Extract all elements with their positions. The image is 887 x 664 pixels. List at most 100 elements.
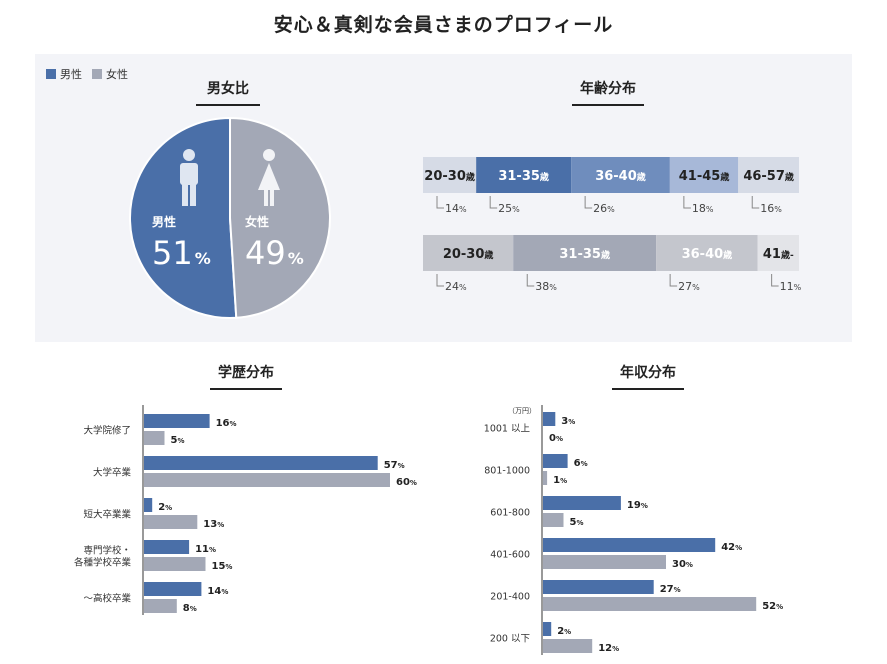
bar-value-label: 60% (396, 477, 417, 488)
bar-value-label: 5% (171, 435, 185, 446)
legend-item-male: 男性 (46, 66, 82, 82)
male-slice-value: 51% (152, 234, 211, 272)
age-distribution-chart: 20-30歳 14% 31-35歳 25% 36-40歳 26% 41-45歳 18% 46-5… (423, 157, 802, 293)
age-bar-segment (571, 157, 670, 193)
age-value-label: 26% (593, 202, 615, 215)
bar-value-label: 0% (549, 433, 563, 444)
bar-value-label: 12% (598, 643, 619, 654)
bar-value-label: 8% (183, 603, 197, 614)
age-bar-segment (656, 235, 758, 271)
age-value-leader (436, 274, 444, 287)
bar-value-label: 42% (721, 542, 742, 553)
bar-value-label: 2% (557, 626, 571, 637)
bar-male (543, 580, 654, 594)
bar-value-label: 3% (561, 416, 575, 427)
bar-female (543, 639, 593, 653)
category-label: 801-1000 (484, 466, 530, 477)
gender-section-title: 男女比 (196, 78, 260, 106)
bar-value-label: 30% (672, 559, 693, 570)
bar-female (144, 473, 390, 487)
bar-value-label: 13% (203, 519, 224, 530)
education-section-title: 学歴分布 (210, 362, 282, 390)
page-title: 安心＆真剣な会員さまのプロフィール (273, 14, 614, 36)
bar-male (144, 414, 210, 428)
age-value-leader (683, 196, 691, 209)
age-value-label: 38% (535, 280, 557, 293)
age-value-leader (669, 274, 678, 287)
pie-slice-female (229, 116, 331, 319)
age-segment-label: 41歳- (763, 247, 794, 262)
age-bar-segment (757, 235, 799, 271)
legend-item-female: 女性 (92, 66, 128, 82)
age-value-leader (771, 274, 779, 287)
age-value-leader (751, 196, 760, 209)
age-value-label: 27% (678, 280, 700, 293)
age-segment-label: 31-35歳 (559, 247, 610, 262)
bar-female (144, 431, 165, 445)
age-segment-label: 20-30歳 (443, 247, 494, 262)
female-slice-label: 女性 (245, 214, 269, 229)
bar-male (144, 456, 378, 470)
age-segment-label: 41-45歳 (679, 169, 730, 184)
bar-male (144, 498, 153, 512)
bar-male (543, 538, 716, 552)
legend-swatch-female (92, 69, 102, 79)
bar-value-label: 27% (660, 584, 681, 595)
age-section-title: 年齢分布 (572, 78, 644, 106)
age-bar-segment (476, 157, 572, 193)
bar-value-label: 14% (207, 586, 228, 597)
bar-value-label: 6% (574, 458, 588, 469)
category-label: 401-600 (490, 550, 530, 561)
income-distribution-chart: （万円） 1001 以上 3% 0% 801-1000 6% 1% 601-800 19% 5% 4… (484, 405, 783, 655)
age-value-leader (489, 196, 498, 209)
category-label: 1001 以上 (484, 424, 531, 435)
age-value-label: 14% (445, 202, 467, 215)
category-label: 短大卒業業 (83, 509, 131, 521)
category-label: 201-400 (490, 592, 530, 603)
age-segment-label: 36-40歳 (682, 247, 733, 262)
female-icon (258, 149, 280, 206)
gender-pie-chart: 男性 51% 女性 49% (129, 116, 331, 319)
category-label: 〜高校卒業 (83, 593, 131, 605)
age-value-leader (584, 196, 593, 209)
age-value-label: 11% (780, 280, 802, 293)
bar-female (144, 557, 206, 571)
legend-label-male: 男性 (60, 68, 82, 81)
bar-male (543, 454, 568, 468)
age-segment-label: 20-30歳 (424, 169, 475, 184)
bar-male (543, 412, 556, 426)
bar-female (144, 599, 177, 613)
bar-value-label: 5% (570, 517, 584, 528)
age-value-leader (436, 196, 444, 209)
category-label: 200 以下 (490, 634, 530, 645)
age-bar-segment (738, 157, 799, 193)
age-value-label: 16% (760, 202, 782, 215)
education-distribution-chart: 大学院修了 16% 5% 大学卒業 57% 60% 短大卒業業 2% 13% 専門学校・各種学校卒… (74, 405, 417, 615)
income-unit-label: （万円） (508, 407, 536, 415)
female-slice-value: 49% (245, 234, 304, 272)
age-segment-label: 36-40歳 (595, 169, 646, 184)
age-segment-label: 31-35歳 (498, 169, 549, 184)
legend-swatch-male (46, 69, 56, 79)
bar-value-label: 1% (553, 475, 567, 486)
category-label: 601-800 (490, 508, 530, 519)
age-segment-label: 46-57歳 (743, 169, 794, 184)
bar-male (144, 540, 190, 554)
bar-value-label: 16% (216, 418, 237, 429)
category-label: 大学院修了 (83, 425, 131, 437)
bar-female (543, 555, 666, 569)
bar-female (144, 515, 198, 529)
bar-value-label: 11% (195, 544, 216, 555)
income-section-title: 年収分布 (612, 362, 684, 390)
pie-slice-male (129, 116, 238, 319)
category-label: 専門学校・ (83, 545, 131, 557)
male-slice-label: 男性 (152, 214, 176, 229)
age-bar-segment (423, 235, 514, 271)
male-icon (180, 149, 198, 206)
bar-female (543, 597, 757, 611)
bar-female (543, 471, 548, 485)
age-bar-segment (513, 235, 657, 271)
category-label: 各種学校卒業 (74, 557, 132, 569)
bar-value-label: 52% (762, 601, 783, 612)
bar-value-label: 2% (158, 502, 172, 513)
